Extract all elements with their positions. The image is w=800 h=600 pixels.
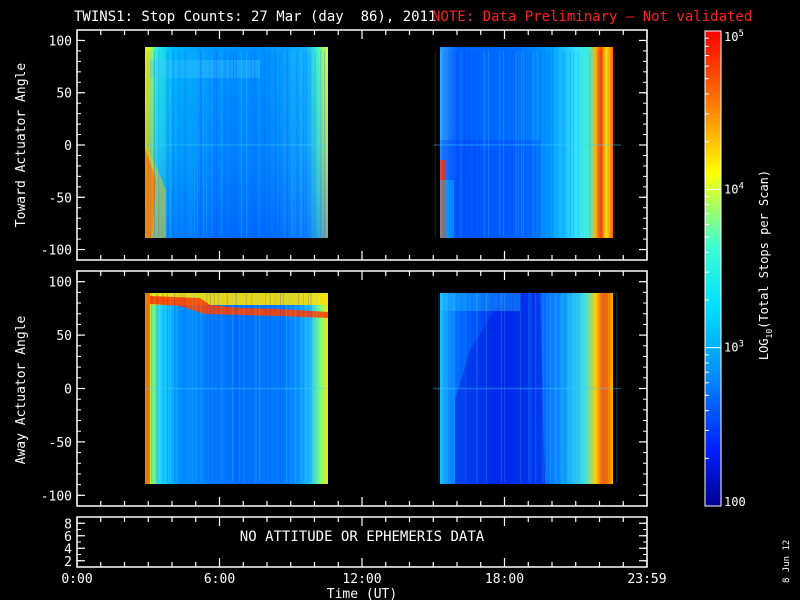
toward-block-1-shade — [145, 47, 328, 238]
toward-block-1-bright-band — [150, 60, 260, 78]
no-data-message: NO ATTITUDE OR EPHEMERIS DATA — [240, 529, 485, 545]
toward-ytick-label: 100 — [49, 34, 72, 49]
toward-block-2 — [440, 47, 613, 238]
away-block-1-edge — [145, 293, 150, 484]
x-axis: 0:00 6:00 12:00 18:00 23:59 — [61, 572, 666, 587]
toward-ytick-label: -50 — [49, 191, 72, 206]
toward-heatmap — [145, 47, 613, 238]
x-axis-label: Time (UT) — [327, 587, 397, 600]
toward-block-2-edge — [440, 160, 446, 238]
preliminary-note: NOTE: Data Preliminary – Not validated — [432, 9, 752, 25]
x-tick-label: 18:00 — [485, 572, 524, 587]
away-heatmap — [145, 293, 613, 484]
colorbar-tick-label: 105 — [724, 29, 744, 44]
colorbar-tick-label: 103 — [724, 340, 744, 355]
away-ytick-label: 100 — [49, 276, 72, 291]
toward-block-1-edge-glow — [145, 140, 166, 238]
panel-toward: 100 50 0 -50 -100 Toward Actuator Angle — [14, 29, 648, 261]
away-ytick-label: -50 — [49, 436, 72, 451]
datestamp: 8 Jun 12 — [782, 540, 792, 583]
x-tick-label: 23:59 — [627, 572, 666, 587]
away-block-1 — [145, 293, 328, 484]
attitude-ytick-label: 2 — [64, 555, 72, 570]
toward-ytick-label: 0 — [64, 139, 72, 154]
colorbar: 105 104 103 100 LOG10(Total Stops per Scan) — [704, 29, 774, 509]
away-ytick-label: 50 — [56, 329, 72, 344]
toward-block-2-lower-edge — [440, 180, 454, 238]
away-ytick-label: 0 — [64, 383, 72, 398]
away-block-2-top-band — [440, 293, 520, 311]
x-tick-label: 12:00 — [342, 572, 381, 587]
attitude-ytick-label: 8 — [64, 517, 72, 532]
colorbar-tick-label: 100 — [724, 495, 746, 509]
toward-ytick-label: -100 — [41, 244, 72, 259]
toward-ytick-label: 50 — [56, 87, 72, 102]
x-tick-label: 0:00 — [61, 572, 92, 587]
x-tick-label: 6:00 — [204, 572, 235, 587]
colorbar-tick-label: 104 — [724, 181, 744, 196]
panel-away: 100 50 0 -50 -100 Away Actuator Angle — [14, 270, 648, 507]
chart-title: TWINS1: Stop Counts: 27 Mar (day 86), 20… — [74, 9, 436, 25]
away-block-2-dark-region — [455, 293, 545, 484]
colorbar-scale — [704, 30, 722, 507]
away-ytick-label: -100 — [41, 489, 72, 504]
colorbar-label: LOG10(Total Stops per Scan) — [757, 170, 774, 360]
toward-block-2-shade — [440, 140, 540, 238]
toward-block-1-edge-feature — [145, 148, 156, 238]
away-ylabel: Away Actuator Angle — [14, 315, 29, 464]
toward-ylabel: Toward Actuator Angle — [14, 63, 29, 228]
away-block-1-hot-ridge — [150, 296, 328, 318]
attitude-ytick-label: 4 — [64, 542, 72, 557]
attitude-ytick-label: 6 — [64, 530, 72, 545]
